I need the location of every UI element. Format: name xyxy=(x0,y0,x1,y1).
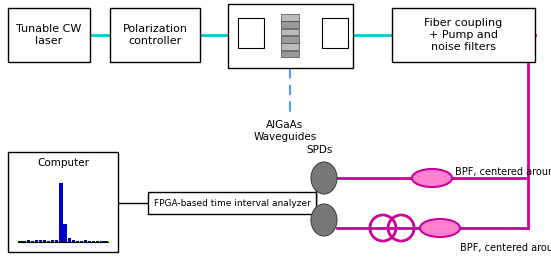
FancyBboxPatch shape xyxy=(281,29,299,35)
Text: SPDs: SPDs xyxy=(307,145,333,155)
Bar xyxy=(35,240,38,242)
Bar xyxy=(80,241,83,242)
FancyBboxPatch shape xyxy=(322,18,348,48)
FancyBboxPatch shape xyxy=(228,4,353,68)
Bar xyxy=(68,238,71,242)
Text: FPGA-based time interval analyzer: FPGA-based time interval analyzer xyxy=(154,199,310,207)
Text: Polarization
controller: Polarization controller xyxy=(122,24,187,46)
FancyBboxPatch shape xyxy=(281,21,299,28)
FancyBboxPatch shape xyxy=(281,14,299,21)
Bar xyxy=(47,241,50,242)
FancyBboxPatch shape xyxy=(238,18,264,48)
Bar xyxy=(88,241,91,242)
Ellipse shape xyxy=(311,204,337,236)
FancyBboxPatch shape xyxy=(281,43,299,50)
Ellipse shape xyxy=(412,169,452,187)
Bar xyxy=(26,240,30,242)
Bar xyxy=(43,240,46,242)
Bar xyxy=(72,240,75,242)
Bar xyxy=(55,240,58,242)
Text: AlGaAs
Waveguides: AlGaAs Waveguides xyxy=(253,120,317,141)
Bar xyxy=(100,241,104,242)
FancyBboxPatch shape xyxy=(110,8,200,62)
FancyBboxPatch shape xyxy=(281,36,299,43)
Text: Computer: Computer xyxy=(37,158,89,168)
FancyBboxPatch shape xyxy=(8,152,118,252)
Bar xyxy=(23,241,26,242)
Text: BPF, centered around 1570 nm: BPF, centered around 1570 nm xyxy=(455,167,551,177)
Text: Fiber coupling
+ Pump and
noise filters: Fiber coupling + Pump and noise filters xyxy=(424,18,503,52)
Ellipse shape xyxy=(420,219,460,237)
Text: BPF, centered around 1530 nm: BPF, centered around 1530 nm xyxy=(460,243,551,253)
FancyBboxPatch shape xyxy=(148,192,316,214)
Text: Tunable CW
laser: Tunable CW laser xyxy=(17,24,82,46)
FancyBboxPatch shape xyxy=(8,8,90,62)
Bar xyxy=(75,241,79,242)
Ellipse shape xyxy=(311,162,337,194)
FancyBboxPatch shape xyxy=(281,51,299,57)
Bar xyxy=(60,182,63,242)
Bar xyxy=(18,241,21,242)
Bar xyxy=(92,241,95,242)
Bar xyxy=(51,240,55,242)
Bar xyxy=(104,241,107,242)
Bar xyxy=(96,241,99,242)
Bar xyxy=(31,241,34,242)
Bar xyxy=(63,224,67,242)
Bar xyxy=(84,240,87,242)
FancyBboxPatch shape xyxy=(392,8,535,62)
Bar xyxy=(39,240,42,242)
